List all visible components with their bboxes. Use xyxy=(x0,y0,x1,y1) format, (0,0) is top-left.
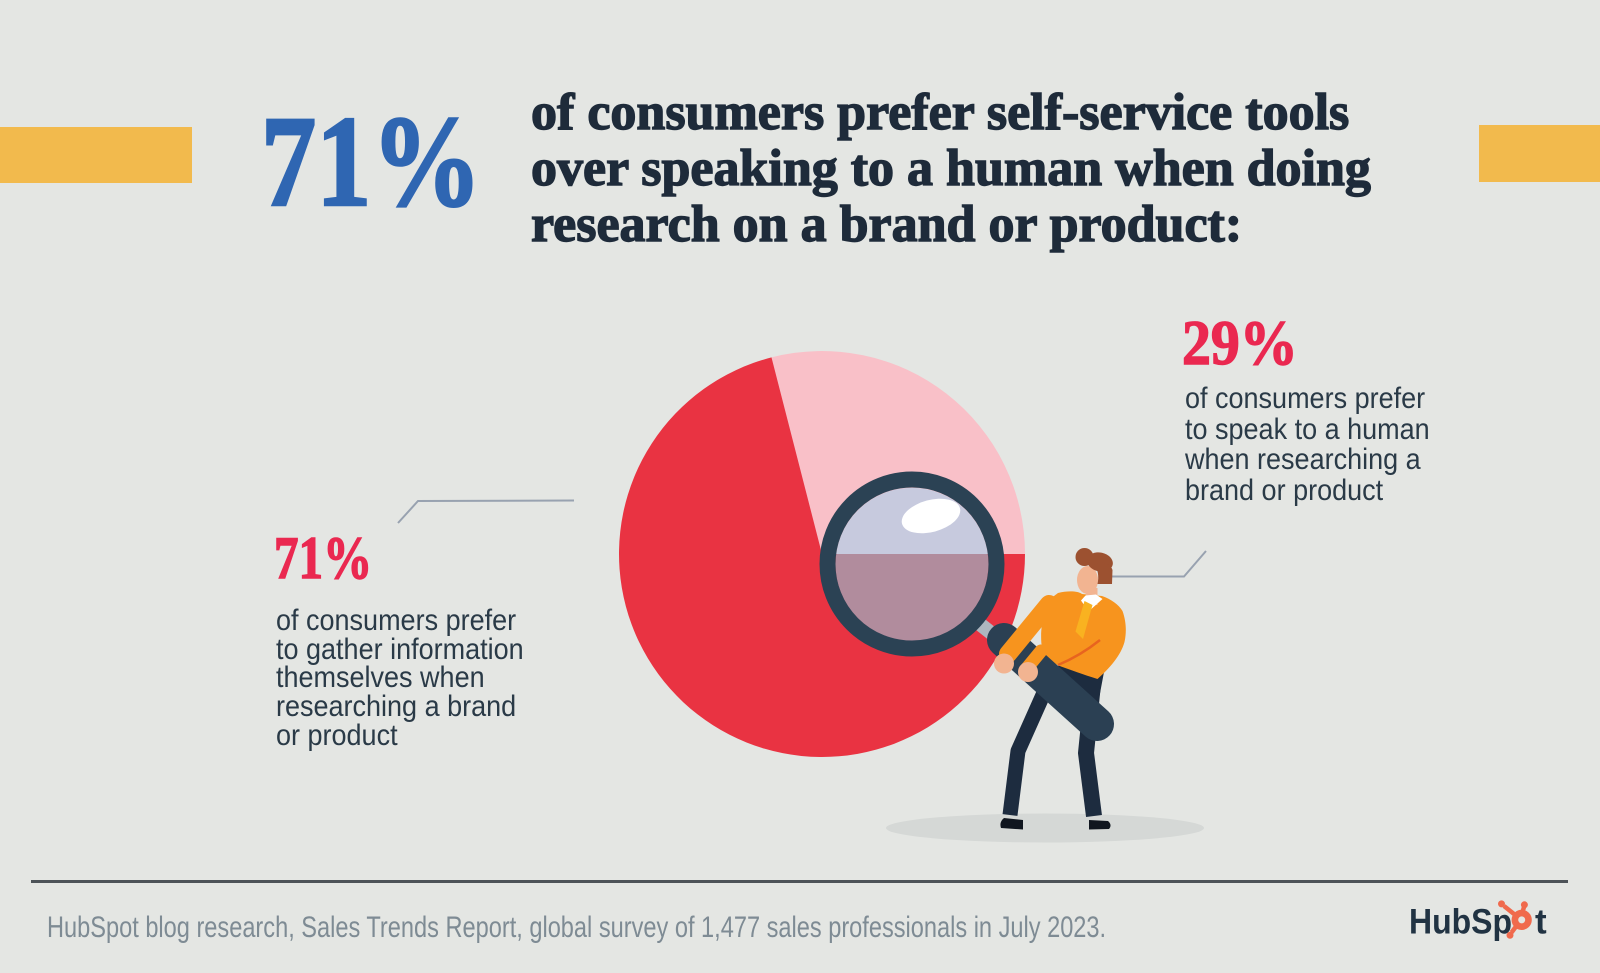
svg-text:HubSp: HubSp xyxy=(1409,903,1512,942)
svg-text:t: t xyxy=(1535,903,1547,942)
